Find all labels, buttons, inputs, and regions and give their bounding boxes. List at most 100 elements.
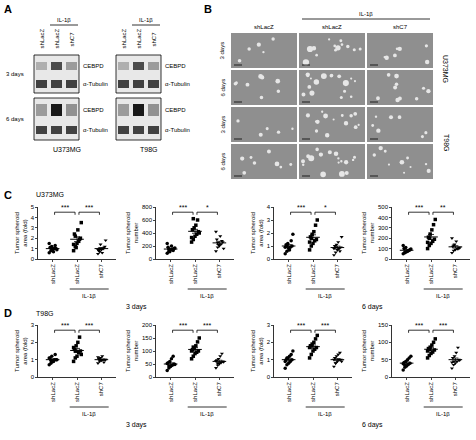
svg-text:5: 5: [31, 204, 35, 210]
svg-text:α-Tubulin: α-Tubulin: [165, 81, 190, 87]
svg-text:4: 4: [31, 215, 35, 221]
svg-text:50: 50: [381, 357, 388, 363]
svg-text:0: 0: [385, 374, 389, 380]
svg-text:shC7: shC7: [393, 24, 408, 30]
svg-text:shLacZ: shLacZ: [50, 382, 56, 402]
svg-text:3 days: 3 days: [219, 42, 225, 60]
svg-text:200: 200: [142, 322, 153, 328]
svg-text:***: ***: [439, 322, 447, 329]
svg-text:1: 1: [267, 357, 271, 363]
svg-text:IL-1β: IL-1β: [200, 293, 214, 299]
svg-text:6 days: 6 days: [362, 421, 383, 429]
svg-text:shLacZ: shLacZ: [428, 382, 434, 402]
svg-text:shLacZ: shLacZ: [286, 382, 292, 402]
svg-text:shC7: shC7: [98, 264, 104, 279]
svg-text:50: 50: [145, 361, 152, 367]
svg-text:shLacZ: shLacZ: [121, 28, 127, 48]
svg-text:4: 4: [267, 204, 271, 210]
svg-text:200: 200: [142, 243, 153, 249]
svg-text:***: ***: [203, 322, 211, 329]
svg-text:shLacZ: shLacZ: [404, 382, 410, 402]
svg-text:U373MG: U373MG: [36, 191, 64, 198]
svg-text:shLacZ: shLacZ: [428, 264, 434, 284]
svg-text:***: ***: [179, 204, 187, 211]
svg-text:2: 2: [267, 230, 271, 236]
svg-text:500: 500: [378, 204, 389, 210]
svg-text:shC7: shC7: [334, 264, 340, 279]
svg-text:1: 1: [267, 243, 271, 249]
svg-text:B: B: [204, 3, 212, 15]
svg-text:shC7: shC7: [452, 382, 458, 397]
svg-text:Tumor spheroidarea (fold): Tumor spheroidarea (fold): [250, 330, 264, 372]
svg-text:Tumor spheroidnumber: Tumor spheroidnumber: [361, 330, 375, 372]
svg-text:**: **: [440, 204, 446, 211]
svg-text:IL-1β: IL-1β: [436, 293, 450, 299]
svg-text:shLacZ: shLacZ: [192, 264, 198, 284]
svg-text:T98G: T98G: [36, 310, 54, 317]
svg-text:shLacZ: shLacZ: [54, 28, 60, 48]
svg-text:200: 200: [378, 235, 389, 241]
svg-text:shLacZ: shLacZ: [136, 28, 142, 48]
svg-text:shLacZ: shLacZ: [74, 264, 80, 284]
svg-text:6 days: 6 days: [220, 79, 226, 97]
svg-text:2: 2: [31, 235, 35, 241]
svg-text:0: 0: [31, 256, 35, 262]
svg-text:Tumor spheroidarea (fold): Tumor spheroidarea (fold): [14, 330, 28, 372]
svg-text:6 days: 6 days: [220, 153, 226, 171]
svg-text:***: ***: [321, 322, 329, 329]
svg-text:α-Tubulin: α-Tubulin: [165, 127, 190, 133]
svg-text:IL-1β: IL-1β: [82, 293, 96, 299]
svg-text:CEBPD: CEBPD: [165, 63, 186, 69]
svg-text:IL-1β: IL-1β: [57, 17, 71, 23]
svg-text:***: ***: [85, 322, 93, 329]
svg-text:CEBPD: CEBPD: [83, 107, 104, 113]
svg-text:IL-1β: IL-1β: [318, 411, 332, 417]
svg-text:3 days: 3 days: [126, 421, 147, 429]
svg-text:shLacZ: shLacZ: [39, 28, 45, 48]
svg-text:IL-1β: IL-1β: [200, 411, 214, 417]
svg-text:***: ***: [297, 322, 305, 329]
svg-text:α-Tubulin: α-Tubulin: [83, 127, 108, 133]
svg-text:shLacZ: shLacZ: [310, 264, 316, 284]
svg-text:shLacZ: shLacZ: [404, 264, 410, 284]
svg-text:400: 400: [142, 230, 153, 236]
svg-text:0: 0: [385, 256, 389, 262]
svg-text:shC7: shC7: [69, 32, 75, 47]
svg-text:3: 3: [267, 322, 271, 328]
svg-text:shLacZ: shLacZ: [254, 24, 274, 30]
svg-text:CEBPD: CEBPD: [83, 63, 104, 69]
svg-text:300: 300: [378, 225, 389, 231]
svg-text:6 days: 6 days: [6, 116, 24, 122]
svg-text:3 days: 3 days: [126, 303, 147, 311]
svg-text:3: 3: [31, 322, 35, 328]
svg-text:*: *: [324, 204, 327, 211]
svg-text:shLacZ: shLacZ: [50, 264, 56, 284]
svg-text:T98G: T98G: [443, 134, 450, 152]
svg-text:shC7: shC7: [216, 382, 222, 397]
svg-text:T98G: T98G: [140, 146, 158, 153]
svg-text:shLacZ: shLacZ: [322, 24, 342, 30]
svg-text:IL-1β: IL-1β: [359, 11, 373, 17]
svg-text:***: ***: [61, 322, 69, 329]
svg-text:600: 600: [142, 217, 153, 223]
svg-text:6 days: 6 days: [362, 303, 383, 311]
svg-text:IL-1β: IL-1β: [82, 411, 96, 417]
svg-text:shC7: shC7: [98, 382, 104, 397]
svg-text:shC7: shC7: [452, 264, 458, 279]
svg-text:150: 150: [142, 335, 153, 341]
svg-text:***: ***: [179, 322, 187, 329]
svg-text:Tumor spheroidnumber: Tumor spheroidnumber: [125, 212, 139, 254]
svg-text:*: *: [206, 204, 209, 211]
svg-text:A: A: [4, 3, 12, 15]
svg-text:3 days: 3 days: [6, 71, 24, 77]
svg-text:Tumor spheroidarea (fold): Tumor spheroidarea (fold): [14, 212, 28, 254]
svg-text:150: 150: [378, 322, 389, 328]
svg-text:D: D: [4, 307, 12, 319]
svg-text:α-Tubulin: α-Tubulin: [83, 81, 108, 87]
svg-text:1: 1: [31, 357, 35, 363]
svg-text:U373MG: U373MG: [442, 55, 449, 83]
svg-text:400: 400: [378, 215, 389, 221]
svg-text:IL-1β: IL-1β: [436, 411, 450, 417]
svg-text:0: 0: [149, 256, 153, 262]
svg-text:shLacZ: shLacZ: [286, 264, 292, 284]
